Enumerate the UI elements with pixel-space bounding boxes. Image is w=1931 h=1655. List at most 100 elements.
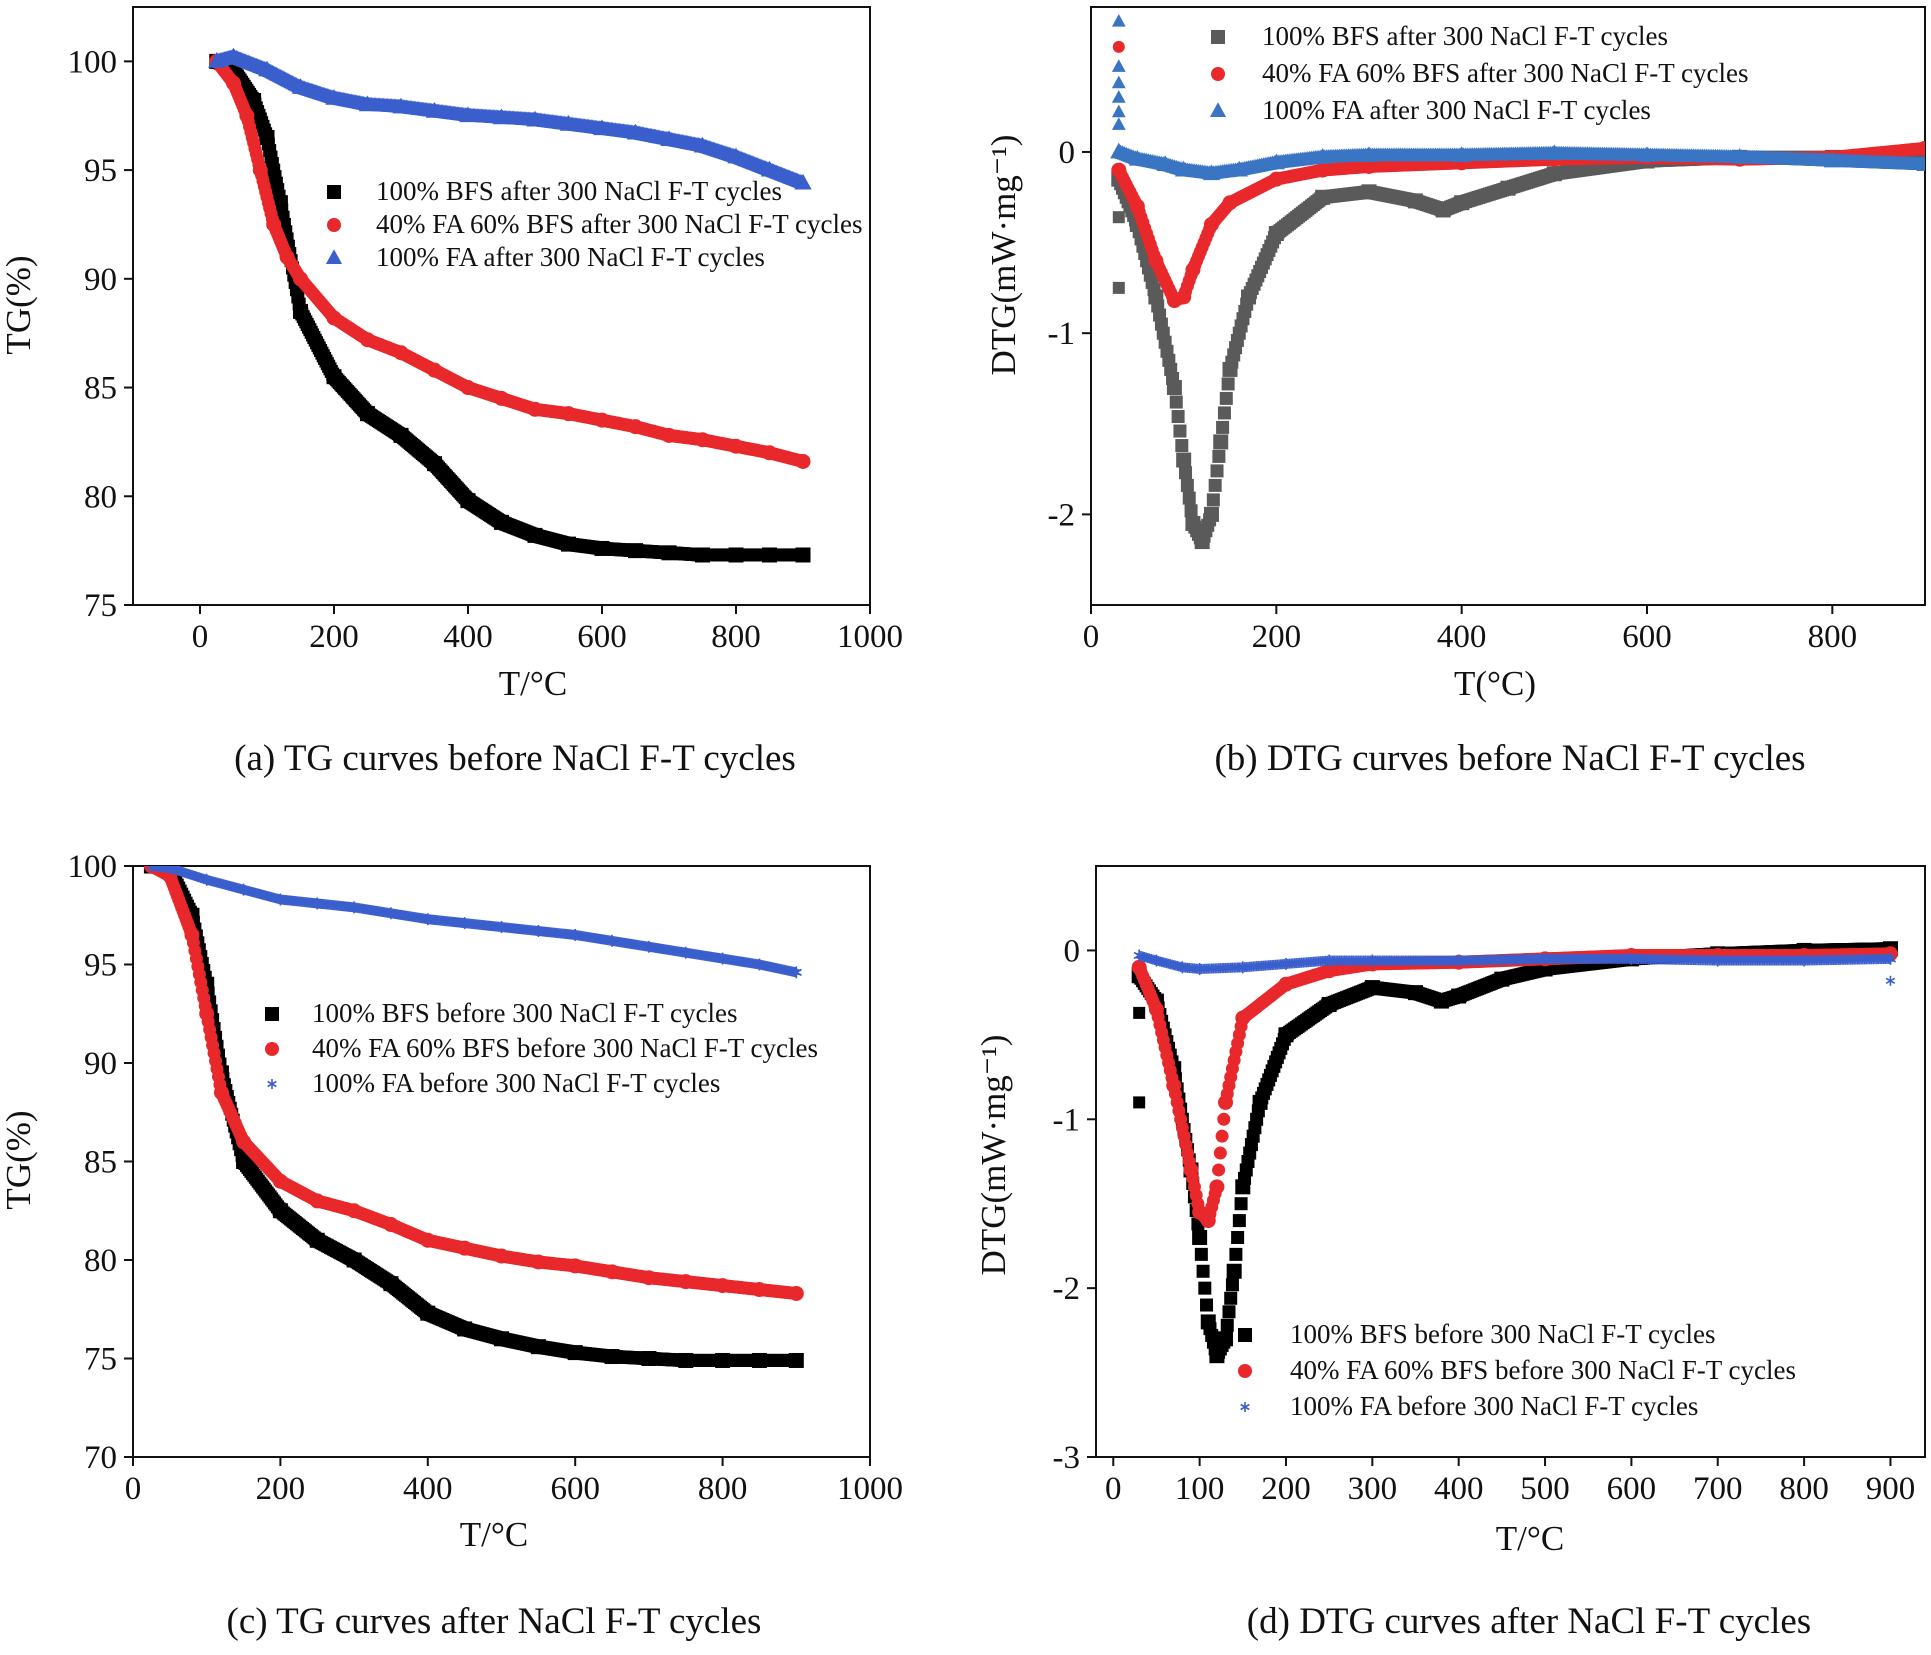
outlier-point: [1111, 13, 1126, 27]
data-point: [643, 940, 655, 953]
data-point: [1361, 158, 1377, 174]
data-point: [693, 136, 712, 153]
y-tick-label: 80: [84, 479, 117, 515]
data-point: [1638, 146, 1656, 162]
data-point: [184, 927, 200, 943]
data-point: [279, 249, 295, 265]
data-point: [237, 883, 250, 896]
data-point: [1230, 160, 1248, 177]
data-point: [393, 427, 409, 443]
x-tick-label: 100: [1175, 1471, 1225, 1507]
x-tick-label: 600: [1607, 1471, 1657, 1507]
data-point: [1209, 1348, 1225, 1364]
y-tick-label: 100: [68, 44, 118, 80]
x-tick-label: 200: [1252, 619, 1302, 655]
data-point: [678, 1352, 694, 1368]
data-point: [661, 427, 677, 443]
data-point: [695, 547, 710, 563]
data-point: [1169, 395, 1183, 409]
data-point: [1182, 491, 1196, 505]
data-point: [1156, 155, 1174, 172]
data-point: [1454, 195, 1470, 211]
x-tick-label: 800: [1779, 1471, 1829, 1507]
data-point: [1500, 180, 1516, 196]
data-point: [762, 547, 777, 563]
x-tick-label: 900: [1866, 1471, 1916, 1507]
data-point: [1453, 146, 1471, 162]
data-point: [1129, 198, 1145, 214]
data-point: [678, 1274, 694, 1290]
data-point: [1203, 216, 1219, 232]
legend-marker: [265, 1042, 279, 1056]
data-point: [494, 390, 509, 406]
data-point: [1217, 406, 1231, 420]
data-point: [427, 456, 442, 472]
data-point: [532, 925, 544, 938]
series-1: [209, 53, 811, 469]
data-point: [239, 108, 255, 124]
x-axis-label: T/°C: [460, 1515, 528, 1554]
y-tick-label: 95: [84, 948, 117, 984]
data-point: [1216, 420, 1230, 434]
data-point: [606, 934, 618, 947]
data-point: [360, 406, 375, 422]
panel-caption: (a) TG curves before NaCl F-T cycles: [234, 738, 796, 779]
y-tick-label: 0: [1059, 135, 1076, 171]
y-tick-label: 75: [84, 1342, 117, 1378]
data-point: [213, 1085, 229, 1101]
legend-label: 100% FA after 300 NaCl F-T cycles: [1262, 95, 1651, 125]
data-point: [1222, 195, 1238, 211]
data-point: [272, 1173, 288, 1189]
data-point: [309, 1232, 325, 1248]
data-point: [788, 1285, 804, 1301]
data-point: [494, 1331, 509, 1347]
x-tick-label: 600: [577, 619, 627, 655]
data-point: [145, 866, 158, 872]
data-point: [760, 160, 779, 177]
data-point: [1198, 1281, 1212, 1295]
data-point: [695, 432, 710, 448]
plot-frame: [1095, 865, 1926, 1458]
data-point: [790, 966, 802, 979]
data-point: [628, 543, 643, 559]
data-point: [660, 130, 678, 147]
data-point: [272, 1203, 288, 1219]
data-point: [385, 907, 397, 920]
x-tick-label: 400: [443, 619, 493, 655]
legend-label: 40% FA 60% BFS after 300 NaCl F-T cycles: [1262, 58, 1748, 88]
data-point: [530, 1254, 546, 1270]
data-point: [1229, 1247, 1243, 1261]
data-point: [309, 1193, 325, 1209]
outlier-point: [1112, 211, 1125, 224]
outlier-point: [1111, 59, 1126, 72]
x-tick-label: 200: [1261, 1471, 1311, 1507]
data-point: [1196, 1264, 1210, 1278]
data-point: [715, 1278, 731, 1294]
y-axis-label: TG(%): [0, 1110, 38, 1209]
x-tick-label: 600: [550, 1471, 600, 1507]
data-point: [1360, 146, 1378, 162]
data-point: [258, 60, 276, 77]
data-point: [311, 897, 323, 910]
data-point: [567, 1345, 583, 1361]
data-point: [1267, 153, 1285, 170]
y-axis-label: TG(%): [0, 255, 38, 354]
y-tick-label: 100: [68, 849, 118, 885]
y-tick-label: 80: [84, 1243, 117, 1279]
data-point: [1314, 148, 1332, 164]
data-point: [272, 195, 288, 211]
outlier-point: [1111, 104, 1126, 118]
data-point: [266, 216, 282, 232]
data-point: [199, 1006, 215, 1022]
legend-marker: [327, 218, 341, 232]
data-point: [1241, 289, 1257, 305]
data-point: [1546, 166, 1562, 182]
legend-label: 40% FA 60% BFS after 300 NaCl F-T cycles: [376, 209, 862, 239]
data-point: [252, 162, 268, 178]
x-tick-label: 0: [125, 1471, 142, 1507]
data-point: [1361, 184, 1377, 200]
data-point: [661, 545, 677, 561]
data-point: [1212, 1163, 1226, 1177]
legend-label: 100% BFS after 300 NaCl F-T cycles: [376, 176, 782, 206]
data-point: [1231, 1230, 1245, 1244]
